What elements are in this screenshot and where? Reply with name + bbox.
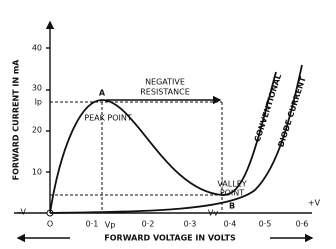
conventional-1: CONVENTIONAL (253, 73, 283, 143)
y-tick: 10 (32, 168, 42, 177)
peak-letter: A (99, 89, 106, 98)
peak-voltage: Vp (105, 221, 116, 230)
peak-label: PEAK POINT (84, 114, 132, 123)
y-tick: 20 (32, 126, 42, 135)
valley-voltage: Vv (208, 209, 218, 218)
y-tick: 40 (32, 44, 42, 53)
tunnel-curve (49, 71, 277, 214)
y-tick: 30 (32, 84, 42, 93)
x-tick: 0·2 (142, 220, 155, 229)
neg-res-2: RESISTANCE (140, 88, 190, 97)
valley-letter: B (229, 202, 235, 211)
x-tick: 0·1 (86, 220, 99, 229)
positive-v: +V (308, 199, 321, 208)
x-tick: 0·4 (224, 220, 237, 229)
guides (50, 101, 223, 213)
peak-current: Ip (35, 98, 42, 107)
y-ticks (46, 47, 50, 173)
valley-1: VALLEY (217, 180, 246, 189)
neg-res-1: NEGATIVE (145, 78, 185, 87)
label-bg (70, 233, 270, 243)
conventional-curve (49, 64, 303, 214)
x-tick: 0·6 (296, 220, 309, 229)
origin: O (47, 220, 53, 229)
y-axis-label: FORWARD CURRENT IN mA (12, 59, 21, 181)
x-tick: 0·3 (184, 220, 197, 229)
conventional-2: DIODE CURRENT (276, 75, 307, 148)
x-tick: 0·5 (259, 220, 272, 229)
x-axis-label: FORWARD VOLTAGE IN VOLTS (104, 234, 236, 243)
negative-v: -V (18, 208, 26, 217)
valley-2: POINT (220, 189, 244, 198)
